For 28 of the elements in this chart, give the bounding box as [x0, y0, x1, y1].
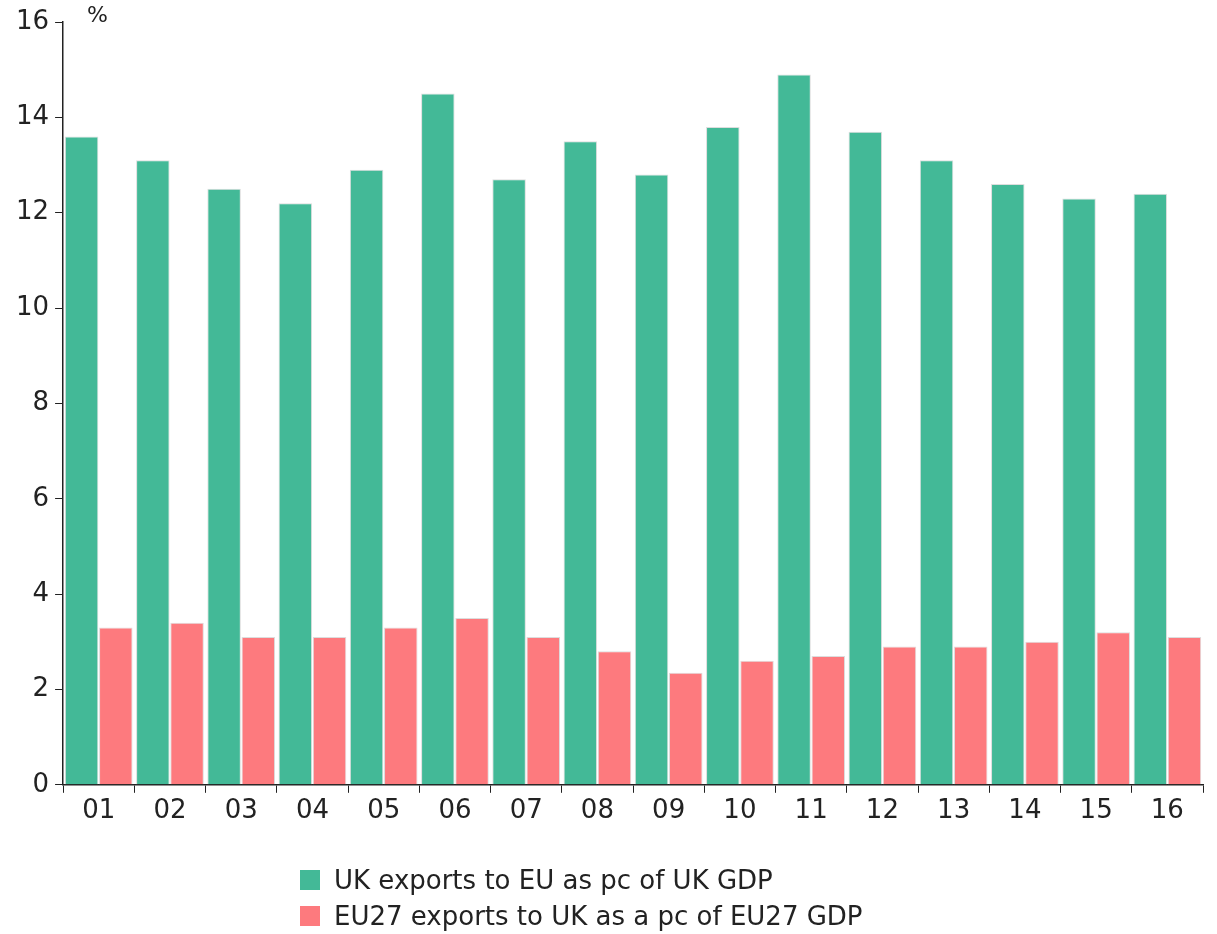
- legend-label: EU27 exports to UK as a pc of EU27 GDP: [334, 901, 863, 931]
- x-tick-label: 10: [723, 794, 757, 825]
- x-tick-label: 11: [794, 794, 828, 825]
- y-tick-label: 16: [15, 4, 50, 35]
- x-tick-label: 02: [153, 794, 187, 825]
- x-tick-label: 01: [82, 794, 116, 825]
- y-tick-label: 8: [32, 386, 50, 417]
- y-tick-label: 6: [32, 481, 50, 512]
- x-tick-label: 03: [224, 794, 258, 825]
- x-tick-label: 05: [367, 794, 401, 825]
- y-tick-label: 4: [32, 576, 50, 607]
- x-tick-label: 07: [509, 794, 543, 825]
- y-tick-label: 0: [32, 767, 50, 798]
- x-tick-label: 08: [580, 794, 614, 825]
- x-tick-label: 09: [652, 794, 686, 825]
- x-tick-label: 04: [295, 794, 329, 825]
- y-tick-label: 14: [15, 100, 50, 131]
- x-tick-label: 12: [865, 794, 899, 825]
- y-axis-title: %: [87, 1, 108, 27]
- legend-label: UK exports to EU as pc of UK GDP: [334, 865, 773, 895]
- x-tick-label: 14: [1008, 794, 1042, 825]
- x-tick-label: 16: [1150, 794, 1184, 825]
- y-tick-label: 10: [15, 290, 50, 321]
- y-tick-label: 12: [15, 195, 50, 226]
- x-tick-label: 15: [1079, 794, 1113, 825]
- y-tick-label: 2: [32, 672, 50, 703]
- x-tick-label: 13: [937, 794, 971, 825]
- x-tick-label: 06: [438, 794, 472, 825]
